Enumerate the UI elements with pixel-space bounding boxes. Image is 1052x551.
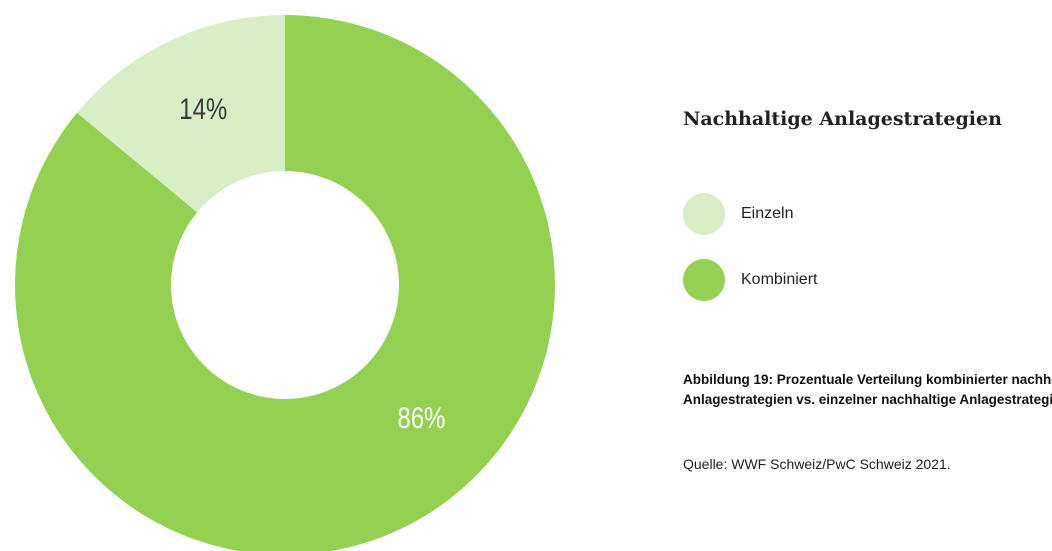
data-label: 14% bbox=[179, 92, 227, 126]
donut-segment bbox=[76, 15, 285, 213]
donut-segment bbox=[15, 15, 555, 551]
legend: Einzeln Kombiniert bbox=[683, 192, 817, 324]
legend-item: Kombiniert bbox=[683, 258, 817, 302]
data-label: 86% bbox=[397, 400, 445, 434]
chart: 14% 86% bbox=[15, 15, 555, 551]
legend-label: Einzeln bbox=[741, 205, 794, 222]
legend-swatch bbox=[683, 259, 725, 301]
legend-label: Kombiniert bbox=[741, 271, 818, 288]
source: Quelle: WWF Schweiz/PwC Schweiz 2021. bbox=[683, 456, 951, 472]
caption: Abbildung 19: Prozentuale Verteilung kom… bbox=[683, 372, 1052, 407]
legend-item: Einzeln bbox=[683, 192, 817, 236]
chart-title: Nachhaltige Anlagestrategien bbox=[683, 108, 1002, 130]
legend-swatch bbox=[683, 193, 725, 235]
